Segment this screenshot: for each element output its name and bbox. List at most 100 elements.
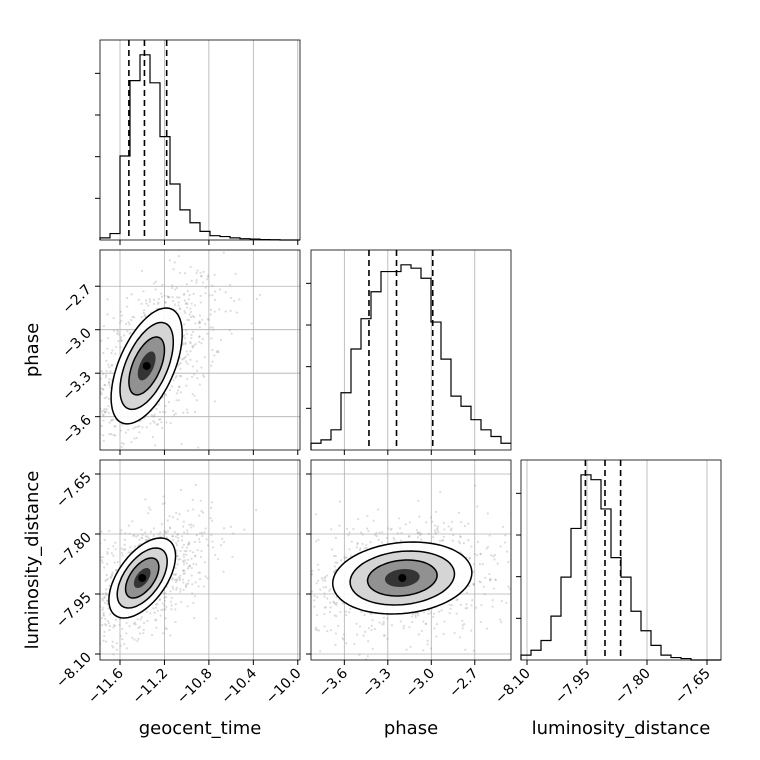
scatter-point (171, 538, 175, 541)
scatter-point (213, 310, 216, 313)
scatter-point (218, 288, 222, 291)
histogram-panel-luminosity_distance: −8.10 −7.95 −7.80 −7.65 (492, 459, 722, 707)
scatter-point (188, 523, 191, 526)
scatter-point (104, 411, 107, 414)
scatter-point (97, 399, 99, 401)
scatter-point (311, 569, 314, 572)
scatter-point (91, 583, 93, 585)
scatter-point (191, 551, 195, 554)
scatter-point (185, 283, 188, 286)
scatter-point (171, 585, 174, 588)
scatter-point (216, 558, 220, 561)
x-axis-label: geocent_time (139, 718, 262, 739)
scatter-point (184, 360, 188, 363)
scatter-point (90, 392, 92, 394)
scatter-point (109, 452, 111, 454)
scatter-point (108, 366, 111, 369)
scatter-point (447, 525, 450, 528)
scatter-point (182, 293, 185, 296)
scatter-point (366, 514, 369, 518)
scatter-point (205, 538, 208, 541)
scatter-point (333, 614, 336, 617)
scatter-point (235, 311, 238, 314)
scatter-point (335, 603, 338, 607)
scatter-point (148, 298, 151, 301)
scatter-point (104, 384, 107, 387)
scatter-point (102, 388, 105, 391)
scatter-point (160, 292, 163, 295)
scatter-point (313, 594, 316, 598)
scatter-point (409, 645, 412, 648)
scatter-point (249, 566, 251, 568)
scatter-point (348, 548, 351, 551)
scatter-point (65, 402, 67, 404)
scatter-point (111, 573, 114, 576)
scatter-point (183, 531, 186, 534)
scatter-point (489, 578, 492, 582)
scatter-point (153, 444, 157, 447)
scatter-point (200, 342, 203, 345)
scatter-point (163, 530, 166, 533)
contour-line (349, 550, 456, 606)
scatter-point (209, 364, 213, 367)
scatter-point (174, 608, 177, 611)
scatter-point (184, 343, 187, 346)
scatter-point (194, 343, 197, 346)
scatter-point (185, 583, 188, 586)
scatter-point (200, 274, 203, 278)
scatter-point (102, 439, 105, 443)
scatter-point (133, 534, 136, 537)
scatter-point (461, 619, 464, 622)
scatter-point (94, 615, 96, 617)
scatter-point (112, 646, 115, 649)
scatter-point (114, 548, 117, 551)
scatter-point (359, 531, 363, 534)
scatter-point (416, 531, 420, 534)
scatter-point (168, 526, 171, 529)
scatter-point (232, 299, 236, 303)
scatter-point (182, 560, 185, 564)
scatter-point (189, 340, 192, 344)
scatter-point (115, 648, 118, 651)
scatter-point (442, 535, 446, 538)
scatter-point (524, 545, 526, 547)
scatter-point (106, 313, 109, 316)
scatter-point (70, 582, 72, 584)
scatter-point (435, 622, 438, 626)
scatter-point (169, 421, 172, 425)
scatter-point (196, 549, 199, 552)
scatter-point (193, 394, 196, 397)
scatter-point (182, 569, 185, 572)
scatter-point (51, 463, 53, 465)
scatter-point (392, 536, 395, 540)
scatter-point (164, 608, 167, 611)
scatter-point (322, 586, 325, 589)
scatter-point (88, 614, 90, 616)
scatter-point (171, 299, 175, 303)
scatter-point (195, 271, 198, 275)
scatter-point (177, 255, 180, 258)
scatter-point (323, 575, 327, 579)
scatter-point (102, 325, 106, 328)
scatter-point (470, 604, 473, 607)
scatter-point (164, 404, 167, 408)
scatter-point (224, 291, 227, 294)
scatter-point (163, 592, 166, 595)
scatter-point (386, 617, 389, 620)
scatter-point (107, 607, 110, 610)
scatter-point (114, 434, 117, 437)
contour-line (108, 537, 177, 619)
scatter-point (90, 435, 92, 437)
scatter-point (90, 428, 92, 430)
scatter-point (110, 419, 113, 422)
scatter-point (494, 578, 497, 582)
scatter-point (142, 290, 145, 293)
scatter-point (183, 572, 186, 575)
scatter-point (153, 421, 156, 424)
scatter-point (361, 533, 364, 536)
scatter-point (191, 315, 194, 318)
scatter-point (188, 564, 191, 568)
scatter-point (180, 453, 182, 455)
scatter-point (149, 612, 152, 615)
scatter-point (107, 622, 110, 625)
